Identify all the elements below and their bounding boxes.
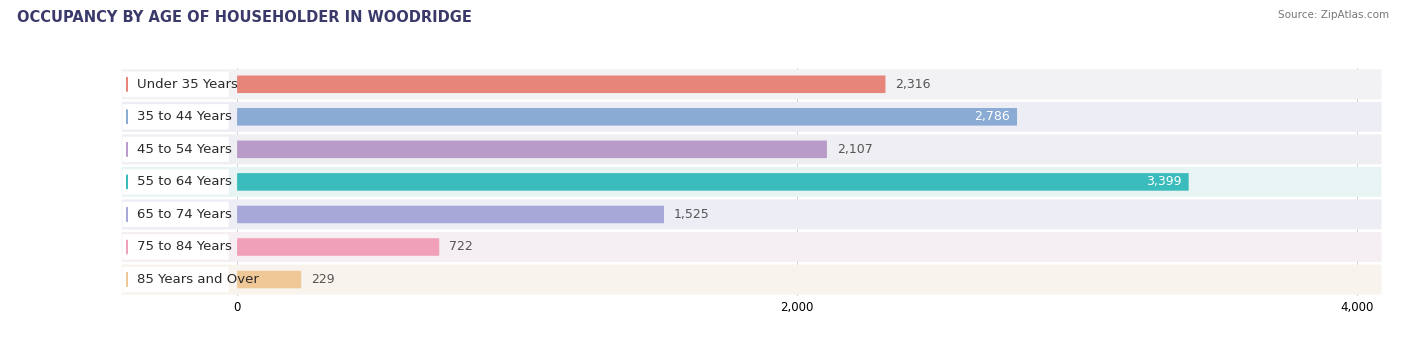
Text: 85 Years and Over: 85 Years and Over	[138, 273, 259, 286]
Text: Under 35 Years: Under 35 Years	[138, 78, 238, 91]
FancyBboxPatch shape	[238, 206, 664, 223]
Text: 65 to 74 Years: 65 to 74 Years	[138, 208, 232, 221]
FancyBboxPatch shape	[238, 75, 886, 93]
FancyBboxPatch shape	[122, 134, 1382, 164]
FancyBboxPatch shape	[122, 169, 229, 194]
Text: 722: 722	[449, 240, 472, 254]
Text: OCCUPANCY BY AGE OF HOUSEHOLDER IN WOODRIDGE: OCCUPANCY BY AGE OF HOUSEHOLDER IN WOODR…	[17, 10, 472, 25]
Text: 35 to 44 Years: 35 to 44 Years	[138, 110, 232, 123]
Text: 1,525: 1,525	[673, 208, 710, 221]
FancyBboxPatch shape	[122, 265, 1382, 294]
FancyBboxPatch shape	[122, 234, 229, 260]
FancyBboxPatch shape	[122, 72, 229, 97]
Text: 2,107: 2,107	[837, 143, 873, 156]
FancyBboxPatch shape	[238, 173, 1188, 191]
FancyBboxPatch shape	[122, 200, 1382, 230]
Text: 2,316: 2,316	[896, 78, 931, 91]
Text: 45 to 54 Years: 45 to 54 Years	[138, 143, 232, 156]
FancyBboxPatch shape	[238, 271, 301, 288]
Text: 55 to 64 Years: 55 to 64 Years	[138, 175, 232, 188]
Text: Source: ZipAtlas.com: Source: ZipAtlas.com	[1278, 10, 1389, 20]
FancyBboxPatch shape	[238, 238, 439, 256]
FancyBboxPatch shape	[122, 69, 1382, 99]
FancyBboxPatch shape	[122, 267, 229, 292]
Text: 2,786: 2,786	[974, 110, 1010, 123]
FancyBboxPatch shape	[122, 104, 229, 130]
FancyBboxPatch shape	[122, 137, 229, 162]
FancyBboxPatch shape	[238, 108, 1017, 125]
FancyBboxPatch shape	[122, 202, 229, 227]
FancyBboxPatch shape	[122, 102, 1382, 132]
Text: 3,399: 3,399	[1146, 175, 1181, 188]
Text: 75 to 84 Years: 75 to 84 Years	[138, 240, 232, 254]
FancyBboxPatch shape	[122, 167, 1382, 197]
FancyBboxPatch shape	[238, 140, 827, 158]
FancyBboxPatch shape	[122, 232, 1382, 262]
Text: 229: 229	[311, 273, 335, 286]
